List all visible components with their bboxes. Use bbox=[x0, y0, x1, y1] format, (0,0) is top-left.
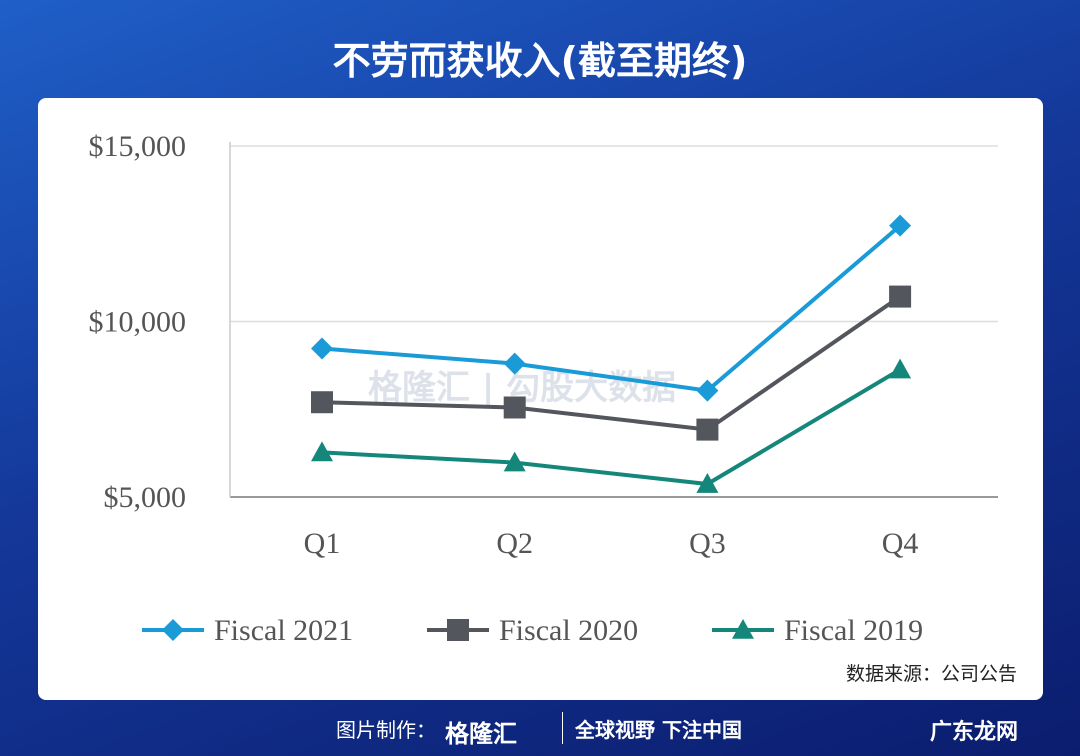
legend-marker bbox=[732, 619, 754, 639]
brand-logo: 格隆汇 bbox=[445, 720, 517, 748]
x-tick-label: Q2 bbox=[496, 527, 533, 560]
data-point bbox=[889, 285, 912, 308]
series-line bbox=[321, 367, 902, 487]
footer: 图片制作： 格隆汇 全球视野 下注中国 广东龙网 bbox=[0, 708, 1080, 748]
data-point bbox=[311, 441, 333, 462]
line-chart: $5,000 $10,000 $15,000 Q1 Q2 Q3 Q4 Fiscal 2021 F… bbox=[89, 130, 998, 647]
data-point bbox=[889, 358, 912, 379]
series-line bbox=[321, 294, 902, 432]
data-point bbox=[503, 352, 526, 375]
data-point bbox=[889, 214, 912, 237]
legend-marker bbox=[162, 619, 184, 641]
data-point bbox=[696, 418, 719, 441]
chart-card: 格隆汇 | 勾股大数据 $5,000 $10,000 $15,000 Q1 Q2 Q3 Q4… bbox=[38, 98, 1043, 700]
y-tick-label: $15,000 bbox=[89, 130, 187, 163]
legend-marker bbox=[447, 619, 469, 641]
x-tick-label: Q3 bbox=[689, 527, 726, 560]
x-tick-label: Q4 bbox=[882, 527, 919, 560]
y-tick-label: $5,000 bbox=[104, 481, 187, 514]
page-title: 不劳而获收入(截至期终) bbox=[332, 39, 748, 83]
data-point bbox=[503, 451, 526, 472]
divider bbox=[562, 712, 563, 744]
data-point bbox=[696, 379, 719, 402]
legend-label: Fiscal 2021 bbox=[214, 614, 353, 647]
data-point bbox=[311, 337, 333, 360]
legend-label: Fiscal 2020 bbox=[499, 614, 638, 647]
y-tick-label: $10,000 bbox=[89, 306, 187, 339]
data-point bbox=[503, 396, 526, 419]
data-point bbox=[311, 391, 333, 414]
data-point bbox=[696, 473, 719, 493]
x-tick-label: Q1 bbox=[304, 527, 341, 560]
slogan: 全球视野 下注中国 bbox=[575, 718, 742, 742]
made-by-label: 图片制作： bbox=[336, 718, 436, 742]
source-note: 数据来源：公司公告 bbox=[845, 663, 1017, 685]
corner-watermark: 广东龙网 bbox=[930, 720, 1019, 745]
series-line bbox=[321, 224, 902, 393]
legend-label: Fiscal 2019 bbox=[784, 614, 923, 647]
